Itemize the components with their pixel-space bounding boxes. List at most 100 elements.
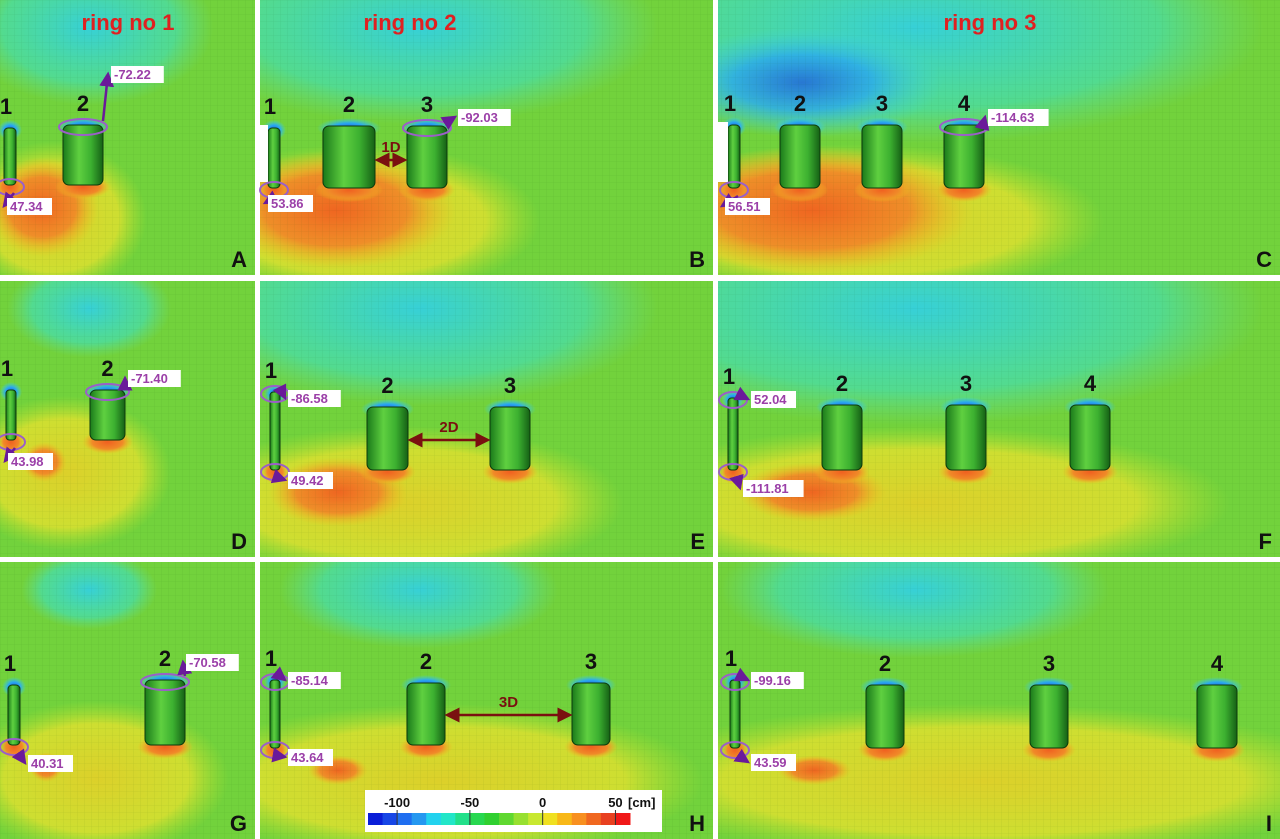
pier — [366, 406, 409, 471]
column-header: ring no 2 — [364, 10, 457, 35]
pier — [7, 684, 21, 746]
colorbar-swatch — [571, 813, 587, 825]
callout-value: 43.59 — [754, 755, 787, 770]
callout-box — [458, 109, 511, 126]
panel-letter: B — [689, 247, 705, 272]
panel-letter: D — [231, 529, 247, 554]
callout-arrow — [733, 748, 751, 764]
contour-field — [260, 281, 713, 557]
callout-arrow — [974, 114, 990, 131]
colorbar-swatch — [411, 813, 427, 825]
panel-letter: G — [230, 811, 247, 836]
callout-box — [751, 672, 804, 689]
colorbar-swatch — [469, 813, 485, 825]
callout-value: 43.98 — [11, 454, 44, 469]
pier-number-label: 3 — [1043, 651, 1055, 676]
spacing-label: 3D — [499, 694, 518, 711]
callout-arrow — [272, 383, 287, 401]
callout-box — [128, 370, 181, 387]
callout-box — [8, 453, 53, 470]
pier-number-label: 3 — [876, 91, 888, 116]
mesh-grid — [0, 281, 255, 557]
pier-number-label: 2 — [159, 646, 171, 671]
callout-ring — [85, 383, 130, 401]
pier — [269, 391, 281, 471]
spacing-label: 1D — [381, 139, 400, 156]
mesh-grid — [0, 0, 255, 275]
callout-value: 43.64 — [291, 750, 324, 765]
pier — [3, 127, 17, 186]
callout-value: 47.34 — [10, 199, 43, 214]
callout-value: -70.58 — [189, 655, 226, 670]
pier-number-label: 2 — [381, 373, 393, 398]
pier-number-label: 1 — [265, 358, 277, 383]
callout-value: 53.86 — [271, 196, 304, 211]
pier — [943, 124, 985, 189]
wall-notch — [260, 125, 268, 182]
column-header: ring no 3 — [944, 10, 1037, 35]
pier-number-label: 2 — [794, 91, 806, 116]
contour-field — [718, 281, 1280, 557]
pier-number-label: 2 — [77, 91, 89, 116]
panel-b: 1 2 3 -92.03 53.86 1D B — [259, 0, 713, 275]
pier — [144, 679, 186, 746]
pier — [861, 124, 903, 189]
panel-e: 1 2 3 -86.58 49.42 2D E — [260, 281, 713, 557]
callout-value: 52.04 — [754, 392, 787, 407]
wall-notch — [718, 122, 728, 182]
contour-field — [260, 0, 713, 275]
panel-letter: H — [689, 811, 705, 836]
pier — [5, 389, 17, 441]
callout-box — [725, 198, 770, 215]
colorbar: -100 -50 0 50 [cm] — [365, 790, 662, 832]
pier-number-label: 1 — [724, 91, 736, 116]
pier — [489, 406, 531, 471]
colorbar-swatch — [426, 813, 442, 825]
callout-value: 40.31 — [31, 756, 64, 771]
callout-box — [268, 195, 313, 212]
callout-box — [186, 654, 239, 671]
pier — [945, 404, 987, 471]
contour-field — [718, 562, 1280, 839]
panel-letter: A — [231, 247, 247, 272]
mesh-grid — [0, 562, 255, 839]
contour-field — [0, 562, 255, 839]
colorbar-swatch — [455, 813, 471, 825]
colorbar-swatch — [368, 813, 384, 825]
pier-number-label: 1 — [725, 646, 737, 671]
pier-number-label: 1 — [4, 651, 16, 676]
callout-value: -86.58 — [291, 391, 328, 406]
colorbar-swatch — [586, 813, 602, 825]
panel-a: 1 2 -72.22 47.34 A — [0, 0, 255, 275]
callout-box — [988, 109, 1049, 126]
callout-arrow — [440, 115, 458, 130]
callout-value: -71.40 — [131, 371, 168, 386]
contour-field — [0, 281, 255, 557]
pier-number-label: 4 — [1084, 371, 1097, 396]
panel-d: 1 2 -71.40 43.98 D — [0, 281, 255, 557]
contour-field — [718, 0, 1280, 275]
colorbar-swatch — [382, 813, 398, 825]
colorbar-tick-label: 50 — [608, 795, 622, 810]
pier-number-label: 1 — [265, 646, 277, 671]
callout-value: -111.81 — [746, 481, 789, 496]
pier — [1029, 684, 1069, 749]
pier — [727, 124, 741, 189]
panel-letter: E — [690, 529, 705, 554]
callout-value: -114.63 — [991, 110, 1034, 125]
callout-box — [751, 391, 796, 408]
colorbar-tick-label: -100 — [384, 795, 410, 810]
contour-field — [0, 0, 255, 275]
callout-arrow — [270, 666, 287, 682]
pier — [267, 127, 281, 189]
callout-arrow — [271, 747, 288, 763]
pier-number-label: 1 — [723, 364, 735, 389]
callout-arrow — [733, 667, 751, 682]
colorbar-swatch — [440, 813, 456, 825]
pier — [1196, 684, 1238, 749]
panel-f: 1 2 3 4 52.04 -111.81 F — [718, 281, 1280, 557]
colorbar-swatch — [542, 813, 558, 825]
pier — [821, 404, 863, 471]
callout-value: -85.14 — [291, 673, 329, 688]
pier — [1069, 404, 1111, 471]
